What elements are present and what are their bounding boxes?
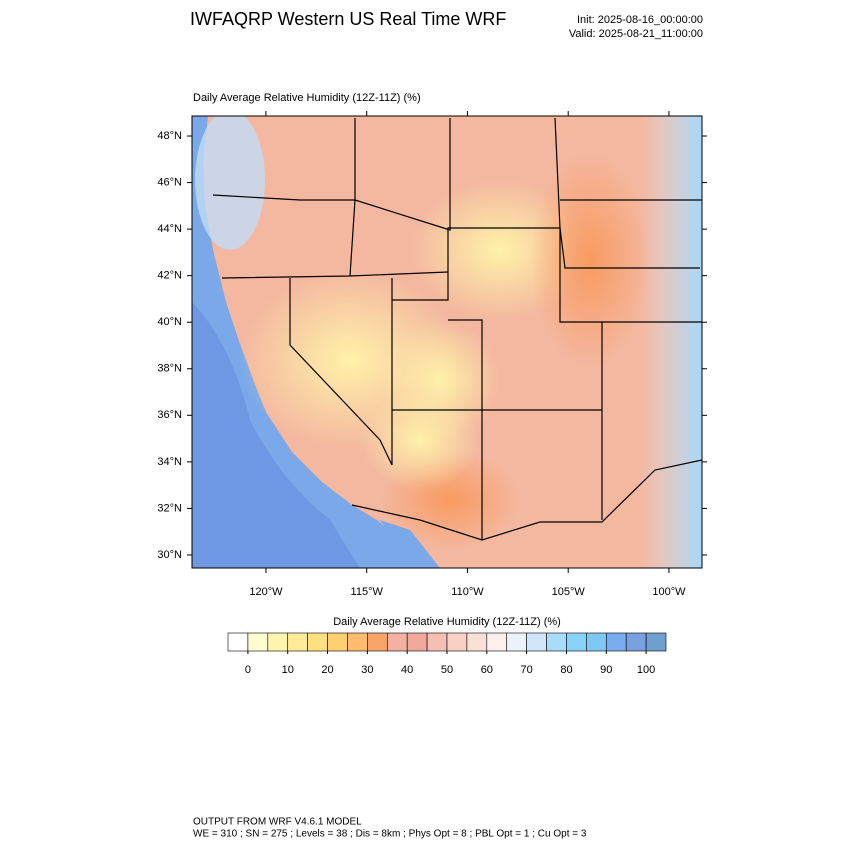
mogollon <box>360 390 480 490</box>
border <box>354 118 451 231</box>
colorbar-tick-label: 70 <box>521 664 533 676</box>
ocean-deep <box>192 302 360 568</box>
colorbar-box <box>605 632 627 652</box>
colorbar-tick-label: 30 <box>361 664 373 676</box>
lat-tick-label: 38°N <box>157 363 182 375</box>
colorbar-box <box>267 632 289 652</box>
colorbar-box <box>466 632 488 652</box>
map-title: Daily Average Relative Humidity (12Z-11Z… <box>193 92 421 104</box>
colorbar-box <box>247 632 269 652</box>
colorbar-tick-label: 0 <box>245 664 251 676</box>
colorbar-box <box>506 632 527 652</box>
colorbar-box <box>426 632 448 652</box>
colorbar-tick-label: 50 <box>441 664 453 676</box>
colorbar-box <box>347 632 368 652</box>
colorbar-box <box>227 632 249 652</box>
colorbar-title: Daily Average Relative Humidity (12Z-11Z… <box>333 616 561 628</box>
colorbar-box <box>586 632 607 652</box>
lon-tick-label: 100°W <box>652 586 686 598</box>
colorbar-box <box>486 632 508 652</box>
lat-tick-label: 44°N <box>157 223 182 235</box>
border <box>554 117 700 269</box>
gulf <box>380 520 440 568</box>
colorbar-box <box>446 632 468 652</box>
plains-moist <box>530 150 650 370</box>
lon-tick-label: 105°W <box>552 586 586 598</box>
colorbar-box <box>406 632 428 652</box>
title: IWFAQRP Western US Real Time WRF <box>190 9 506 29</box>
colorbar-tick-label: 60 <box>481 664 493 676</box>
lon-tick-label: 120°W <box>249 586 283 598</box>
lat-tick-label: 46°N <box>157 176 182 188</box>
map <box>192 116 702 568</box>
lat-tick-label: 34°N <box>157 456 182 468</box>
colorbar-tick-label: 100 <box>637 664 655 676</box>
colorbar-box <box>566 632 587 652</box>
footer-line: WE = 310 ; SN = 275 ; Levels = 38 ; Dis … <box>193 829 587 840</box>
coast-moist <box>195 116 265 250</box>
colorbar-box <box>327 632 348 652</box>
init-time: Init: 2025-08-16_00:00:00 <box>577 14 703 26</box>
valid-time: Valid: 2025-08-21_11:00:00 <box>569 28 703 40</box>
border <box>221 271 449 279</box>
footer-line: OUTPUT FROM WRF V4.6.1 MODEL <box>193 817 362 828</box>
colorbar-box <box>546 632 567 652</box>
borders <box>212 117 702 541</box>
colorbar-box <box>307 632 328 652</box>
lat-tick-label: 36°N <box>157 409 182 421</box>
colorbar-tick-label: 40 <box>401 664 413 676</box>
colorbar-box <box>526 632 547 652</box>
lon-tick-label: 115°W <box>351 586 384 598</box>
border <box>448 319 483 540</box>
map-frame <box>191 115 703 569</box>
colorbar-box <box>287 632 308 652</box>
lat-tick-label: 30°N <box>157 549 182 561</box>
border <box>351 459 702 541</box>
east-moist <box>640 116 702 568</box>
lat-tick-label: 32°N <box>157 502 182 514</box>
colorbar-tick-label: 10 <box>282 664 294 676</box>
colorbar-box <box>386 632 408 652</box>
lon-tick-label: 110°W <box>451 586 484 598</box>
border <box>289 278 393 466</box>
colorbar-box <box>645 632 667 652</box>
colorbar-box <box>625 632 647 652</box>
lat-tick-label: 48°N <box>157 130 182 142</box>
colorbar-tick-label: 20 <box>321 664 333 676</box>
colorbar-tick-label: 80 <box>560 664 572 676</box>
border <box>212 194 355 201</box>
colorbar-box <box>367 632 388 652</box>
lat-tick-label: 42°N <box>157 270 182 282</box>
lat-tick-label: 40°N <box>157 316 182 328</box>
colorbar-tick-label: 90 <box>600 664 612 676</box>
